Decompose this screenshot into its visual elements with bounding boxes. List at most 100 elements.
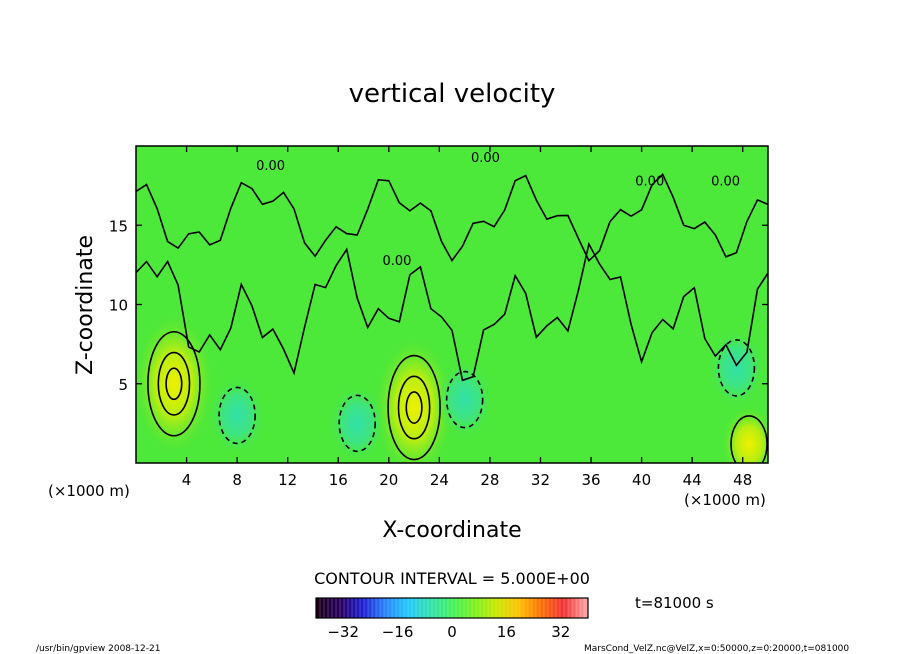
colorbar-cell	[500, 598, 505, 618]
contour-interval-text: CONTOUR INTERVAL = 5.000E+00	[314, 569, 590, 588]
contour-line	[338, 394, 377, 453]
colorbar-cell	[572, 598, 577, 618]
colorbar-cell	[580, 598, 585, 618]
plot-area: 0.00 0.00 0.00 0.00 0.00	[136, 146, 768, 463]
colorbar-cell	[316, 598, 321, 618]
x-tick-label: 12	[278, 471, 297, 489]
colorbar-cell	[360, 598, 365, 618]
colorbar-cell	[328, 598, 333, 618]
contour-label: 0.00	[471, 151, 500, 166]
colorbar-cell	[548, 598, 553, 618]
x-tick-label: 36	[581, 471, 600, 489]
downdraft-region	[208, 376, 266, 455]
colorbar-cell	[584, 598, 589, 618]
colorbar-cell	[552, 598, 557, 618]
colorbar-tick-label: −16	[382, 623, 414, 641]
colorbar-cell	[364, 598, 369, 618]
colorbar-cell	[536, 598, 541, 618]
contour-line	[147, 330, 201, 437]
colorbar-cell	[516, 598, 521, 618]
x-tick-label: 16	[329, 471, 348, 489]
contour-line	[157, 351, 191, 416]
contour-line	[730, 415, 768, 463]
colorbar-cell	[400, 598, 405, 618]
colorbar-cell	[456, 598, 461, 618]
colorbar	[315, 598, 589, 618]
y-tick-label: 5	[118, 376, 128, 394]
time-label: t=81000 s	[635, 594, 714, 612]
y-tick-label: 10	[109, 297, 128, 315]
x-tick-label: 8	[232, 471, 242, 489]
contour-line	[717, 339, 756, 397]
colorbar-cell	[324, 598, 329, 618]
footer-right: MarsCond_VelZ.nc@VelZ,x=0:50000,z=0:2000…	[584, 644, 849, 654]
downdraft-region	[435, 360, 494, 439]
footer-left: /usr/bin/gpview 2008-12-21	[36, 644, 160, 654]
colorbar-cell	[392, 598, 397, 618]
downdraft-region	[328, 384, 387, 463]
colorbar-cell	[520, 598, 525, 618]
zero-contour-line	[136, 173, 768, 263]
colorbar-cell	[504, 598, 509, 618]
contour-label: 0.00	[382, 254, 411, 269]
colorbar-cell	[444, 598, 449, 618]
colorbar-cell	[468, 598, 473, 618]
contour-label: 0.00	[256, 159, 285, 174]
contour-label: 0.00	[711, 175, 740, 190]
colorbar-cell	[436, 598, 441, 618]
colorbar-cell	[348, 598, 353, 618]
x-tick-label: 48	[733, 471, 752, 489]
colorbar-cell	[368, 598, 373, 618]
colorbar-cell	[524, 598, 529, 618]
updraft-region	[720, 404, 768, 463]
contour-line	[445, 370, 484, 429]
x-tick-label: 40	[632, 471, 651, 489]
colorbar-cell	[340, 598, 345, 618]
colorbar-cell	[424, 598, 429, 618]
colorbar-cell	[544, 598, 549, 618]
colorbar-cell	[564, 598, 569, 618]
updraft-region	[372, 334, 456, 463]
colorbar-cell	[512, 598, 517, 618]
colorbar-tick-label: 0	[447, 623, 457, 641]
x-unit-left: (×1000 m)	[48, 482, 130, 500]
colorbar-cell	[384, 598, 389, 618]
contour-line	[387, 354, 441, 461]
x-tick-label: 32	[531, 471, 550, 489]
colorbar-cell	[576, 598, 581, 618]
x-tick-label: 4	[182, 471, 192, 489]
contour-line	[397, 375, 431, 440]
colorbar-cell	[496, 598, 501, 618]
colorbar-cell	[492, 598, 497, 618]
x-tick-label: 44	[683, 471, 702, 489]
contour-line	[165, 367, 183, 401]
contour-line	[218, 386, 256, 445]
colorbar-cell	[448, 598, 453, 618]
colorbar-cell	[560, 598, 565, 618]
y-tick-label: 15	[109, 217, 128, 235]
colorbar-cell	[372, 598, 377, 618]
colorbar-cell	[428, 598, 433, 618]
colorbar-cell	[412, 598, 417, 618]
colorbar-cell	[460, 598, 465, 618]
colorbar-tick-label: 16	[497, 623, 516, 641]
colorbar-cell	[472, 598, 477, 618]
colorbar-cell	[356, 598, 361, 618]
colorbar-cell	[420, 598, 425, 618]
colorbar-cell	[540, 598, 545, 618]
colorbar-cell	[480, 598, 485, 618]
colorbar-cell	[380, 598, 385, 618]
colorbar-cell	[484, 598, 489, 618]
x-unit-right: (×1000 m)	[684, 491, 766, 509]
colorbar-cell	[568, 598, 573, 618]
colorbar-cell	[332, 598, 337, 618]
contour-label: 0.00	[635, 175, 664, 190]
colorbar-cell	[556, 598, 561, 618]
colorbar-tick-label: 32	[551, 623, 570, 641]
colorbar-frame	[315, 597, 589, 619]
x-tick-label: 24	[430, 471, 449, 489]
colorbar-cell	[508, 598, 513, 618]
x-tick-label: 28	[480, 471, 499, 489]
colorbar-cell	[404, 598, 409, 618]
updraft-region	[136, 310, 216, 457]
